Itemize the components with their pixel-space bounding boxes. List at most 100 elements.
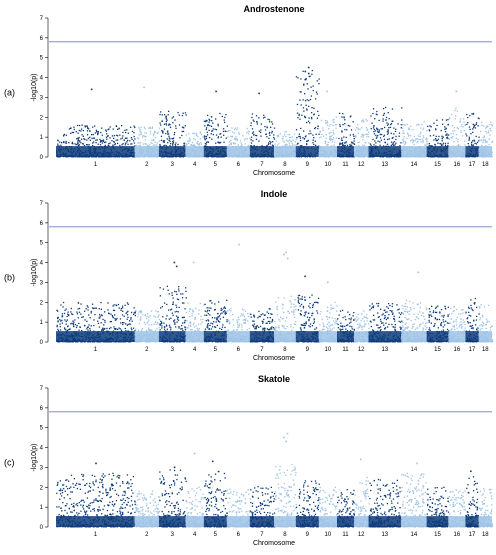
- snp-point: [98, 323, 99, 324]
- snp-point: [464, 124, 465, 125]
- snp-point: [155, 310, 156, 311]
- snp-point: [403, 140, 404, 141]
- snp-point: [116, 318, 117, 319]
- snp-point: [469, 115, 470, 116]
- snp-point: [209, 328, 210, 329]
- snp-point: [267, 317, 268, 318]
- y-tick-label: 7: [40, 201, 44, 207]
- snp-point: [463, 121, 464, 122]
- snp-point: [179, 307, 180, 308]
- snp-point: [264, 330, 265, 331]
- snp-point: [365, 134, 366, 135]
- snp-point: [388, 112, 389, 113]
- snp-point: [222, 327, 223, 328]
- snp-point: [244, 139, 245, 140]
- snp-point: [118, 304, 119, 305]
- snp-point: [368, 132, 369, 133]
- snp-point: [183, 145, 184, 146]
- snp-point: [168, 136, 169, 137]
- snp-point: [291, 296, 292, 297]
- snp-point: [223, 308, 224, 309]
- snp-point: [96, 130, 97, 131]
- snp-point: [373, 108, 374, 109]
- y-tick-label: 3: [40, 280, 44, 286]
- snp-point: [387, 144, 388, 145]
- snp-point: [334, 142, 335, 143]
- snp-point: [380, 137, 381, 138]
- snp-point: [488, 132, 489, 133]
- snp-point: [471, 145, 472, 146]
- snp-point: [140, 130, 141, 131]
- snp-point: [300, 78, 301, 79]
- snp-point: [107, 302, 108, 303]
- snp-point: [182, 115, 183, 116]
- snp-point: [217, 313, 218, 314]
- snp-point: [77, 143, 78, 144]
- snp-point: [377, 135, 378, 136]
- snp-point: [460, 130, 461, 131]
- snp-point: [76, 327, 77, 328]
- chromosome-label: 10: [325, 162, 332, 168]
- snp-point: [184, 326, 185, 327]
- snp-point: [253, 131, 254, 132]
- snp-point: [117, 329, 118, 330]
- snp-point: [384, 127, 385, 128]
- snp-point: [153, 134, 154, 135]
- snp-point: [194, 327, 195, 328]
- snp-point: [266, 126, 267, 127]
- snp-point: [245, 319, 246, 320]
- snp-point: [112, 145, 113, 146]
- snp-point: [150, 315, 151, 316]
- snp-point: [287, 134, 288, 135]
- snp-point: [95, 142, 96, 143]
- snp-point: [444, 126, 445, 127]
- snp-point: [308, 117, 309, 118]
- snp-point: [489, 128, 490, 129]
- snp-point: [78, 330, 79, 331]
- snp-point: [90, 330, 91, 331]
- snp-point: [339, 113, 340, 114]
- snp-point: [91, 312, 92, 313]
- snp-point: [313, 137, 314, 138]
- snp-point: [463, 118, 464, 119]
- snp-point: [286, 140, 287, 141]
- snp-point: [84, 145, 85, 146]
- snp-point: [423, 142, 424, 143]
- snp-point: [193, 138, 194, 139]
- snp-point: [122, 314, 123, 315]
- snp-point: [78, 317, 79, 318]
- snp-point: [166, 120, 167, 121]
- snp-point: [234, 129, 235, 130]
- snp-point: [400, 142, 401, 143]
- snp-point: [150, 128, 151, 129]
- snp-point: [213, 128, 214, 129]
- snp-point: [224, 119, 225, 120]
- snp-point: [359, 129, 360, 130]
- snp-point: [350, 134, 351, 135]
- snp-point: [388, 130, 389, 131]
- snp-point: [265, 314, 266, 315]
- snp-point: [79, 140, 80, 141]
- snp-point: [228, 320, 229, 321]
- snp-point: [340, 126, 341, 127]
- snp-point: [417, 138, 418, 139]
- snp-point: [394, 144, 395, 145]
- snp-point: [229, 144, 230, 145]
- snp-point: [165, 116, 166, 117]
- snp-point: [113, 326, 114, 327]
- snp-point: [408, 135, 409, 136]
- snp-point: [356, 127, 357, 128]
- snp-point: [325, 143, 326, 144]
- snp-point: [253, 321, 254, 322]
- peak-point: [305, 79, 307, 81]
- snp-point: [207, 134, 208, 135]
- snp-point: [138, 127, 139, 128]
- snp-point: [238, 145, 239, 146]
- snp-point: [317, 111, 318, 112]
- snp-point: [168, 114, 169, 115]
- snp-point: [178, 290, 179, 291]
- snp-point: [72, 320, 73, 321]
- snp-point: [60, 326, 61, 327]
- snp-point: [327, 121, 328, 122]
- snp-point: [160, 329, 161, 330]
